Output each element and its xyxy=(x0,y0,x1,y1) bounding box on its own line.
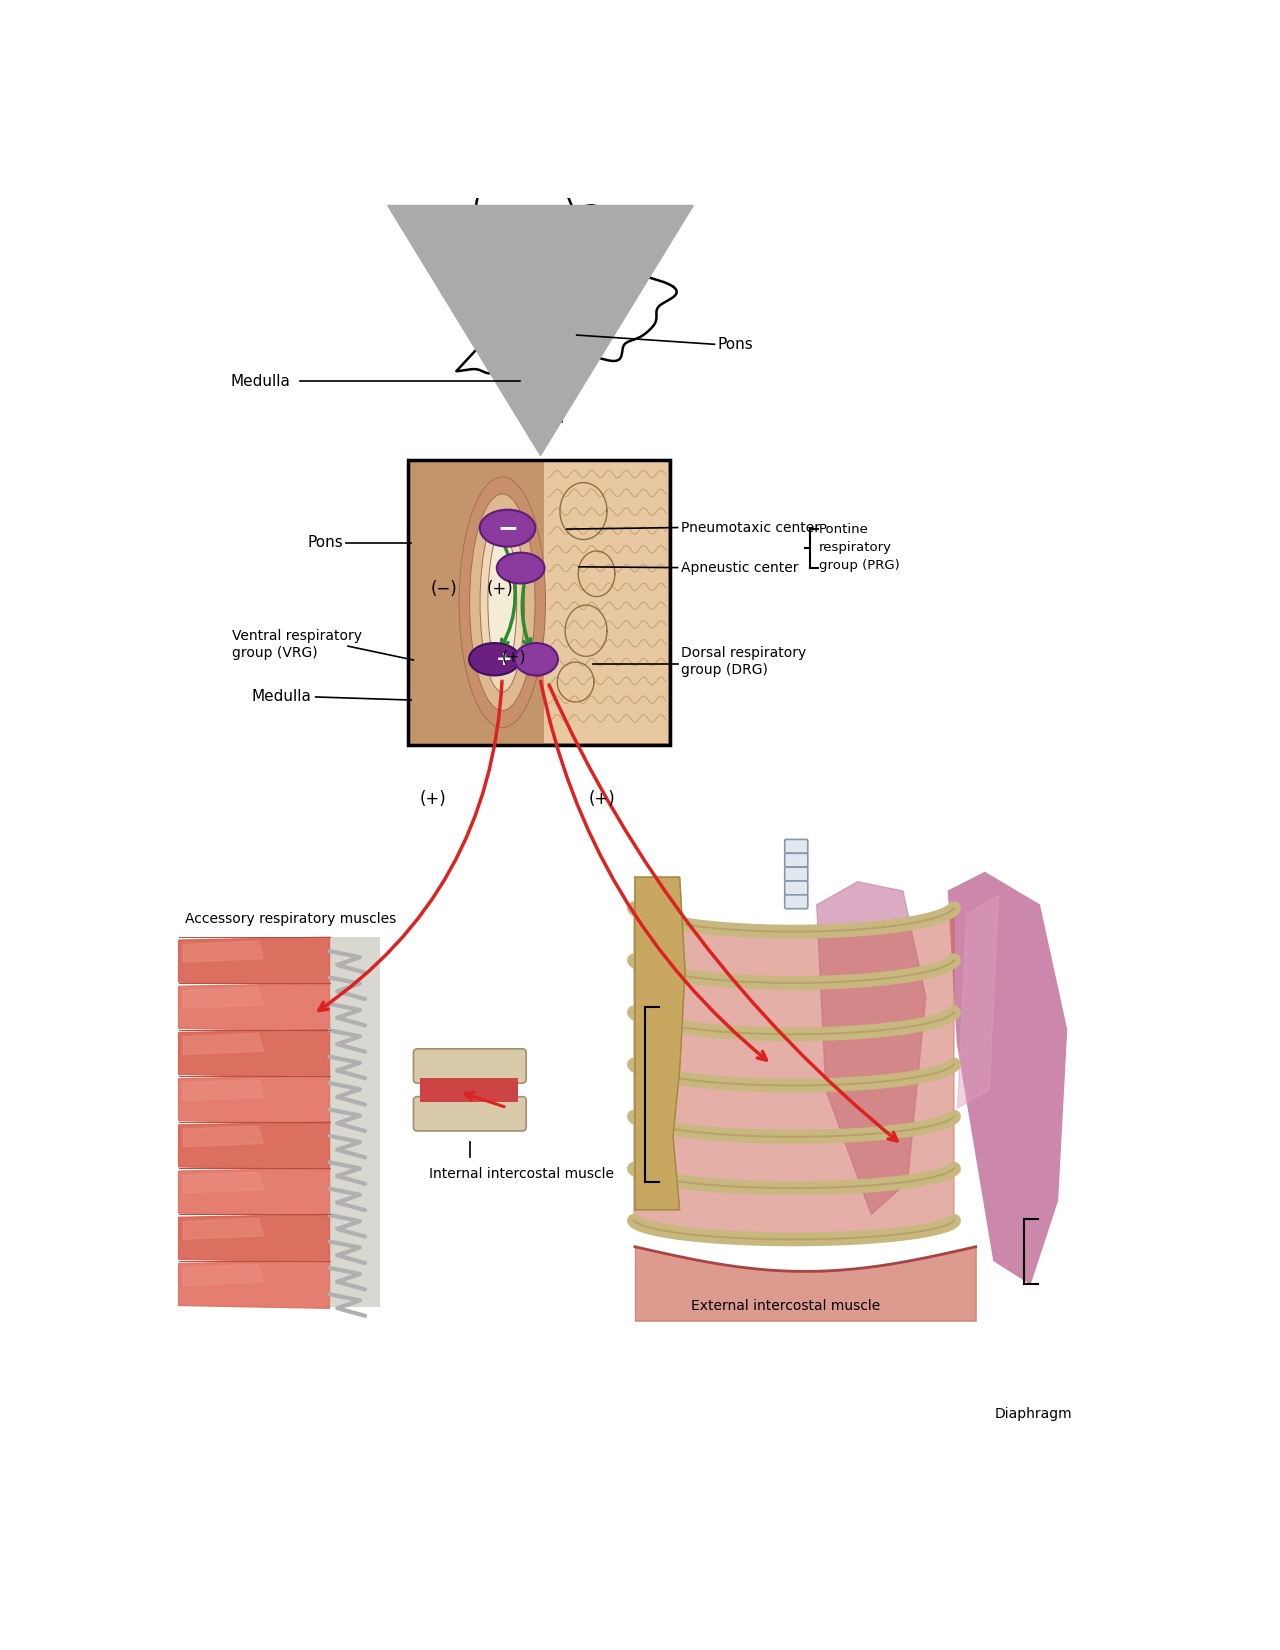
Text: (−): (−) xyxy=(431,581,458,599)
FancyBboxPatch shape xyxy=(785,881,808,894)
Ellipse shape xyxy=(460,477,545,728)
FancyBboxPatch shape xyxy=(785,840,808,853)
Ellipse shape xyxy=(497,553,544,584)
Text: (+): (+) xyxy=(502,650,526,665)
FancyBboxPatch shape xyxy=(529,365,553,417)
Ellipse shape xyxy=(480,513,525,691)
Polygon shape xyxy=(183,1125,264,1147)
Text: +: + xyxy=(495,650,512,668)
Polygon shape xyxy=(457,185,677,373)
Text: Pneumotaxic center: Pneumotaxic center xyxy=(681,520,819,535)
Polygon shape xyxy=(634,1117,954,1190)
Text: Medulla: Medulla xyxy=(230,375,291,389)
Text: Internal intercostal muscle: Internal intercostal muscle xyxy=(429,1167,614,1181)
Polygon shape xyxy=(183,940,264,962)
Text: −: − xyxy=(497,516,518,540)
Polygon shape xyxy=(179,983,329,1031)
FancyBboxPatch shape xyxy=(408,460,669,744)
Text: (+): (+) xyxy=(420,790,445,807)
Text: Apneustic center: Apneustic center xyxy=(681,561,799,574)
Polygon shape xyxy=(183,987,264,1008)
FancyBboxPatch shape xyxy=(544,462,668,742)
Text: Dorsal respiratory
group (DRG): Dorsal respiratory group (DRG) xyxy=(681,645,806,676)
Text: Pontine
respiratory
group (PRG): Pontine respiratory group (PRG) xyxy=(819,523,900,573)
FancyBboxPatch shape xyxy=(420,1079,518,1102)
FancyBboxPatch shape xyxy=(785,894,808,909)
Polygon shape xyxy=(183,1033,264,1054)
Text: External intercostal muscle: External intercostal muscle xyxy=(691,1299,879,1313)
FancyBboxPatch shape xyxy=(413,1049,526,1082)
FancyBboxPatch shape xyxy=(785,868,808,881)
Polygon shape xyxy=(179,937,329,985)
FancyBboxPatch shape xyxy=(329,937,380,1307)
Ellipse shape xyxy=(480,510,535,546)
Polygon shape xyxy=(179,1214,329,1262)
Polygon shape xyxy=(634,1168,954,1241)
FancyBboxPatch shape xyxy=(534,370,549,414)
Polygon shape xyxy=(634,908,954,983)
Polygon shape xyxy=(183,1079,264,1101)
Polygon shape xyxy=(957,896,998,1109)
Polygon shape xyxy=(183,1264,264,1285)
Polygon shape xyxy=(634,1013,954,1086)
Polygon shape xyxy=(183,1172,264,1193)
Text: Diaphragm: Diaphragm xyxy=(995,1407,1073,1421)
Text: Pons: Pons xyxy=(308,536,344,551)
Polygon shape xyxy=(634,960,954,1035)
Polygon shape xyxy=(635,878,685,1209)
Text: Pons: Pons xyxy=(718,337,754,351)
Polygon shape xyxy=(179,1122,329,1170)
Text: Ventral respiratory
group (VRG): Ventral respiratory group (VRG) xyxy=(233,629,362,660)
FancyBboxPatch shape xyxy=(413,1097,526,1130)
Polygon shape xyxy=(817,881,925,1214)
Text: (+): (+) xyxy=(589,790,616,807)
Polygon shape xyxy=(179,1168,329,1216)
Polygon shape xyxy=(179,1030,329,1077)
Text: Accessory respiratory muscles: Accessory respiratory muscles xyxy=(184,912,396,926)
FancyBboxPatch shape xyxy=(785,853,808,868)
FancyBboxPatch shape xyxy=(525,361,558,421)
Ellipse shape xyxy=(515,644,558,675)
Polygon shape xyxy=(179,1076,329,1124)
Polygon shape xyxy=(179,1261,329,1308)
Ellipse shape xyxy=(468,644,520,675)
Ellipse shape xyxy=(470,493,535,711)
Polygon shape xyxy=(183,1218,264,1239)
Polygon shape xyxy=(948,873,1066,1284)
Text: (+): (+) xyxy=(488,581,513,599)
Ellipse shape xyxy=(488,531,517,673)
Polygon shape xyxy=(634,1064,954,1138)
Text: Medulla: Medulla xyxy=(252,690,311,705)
